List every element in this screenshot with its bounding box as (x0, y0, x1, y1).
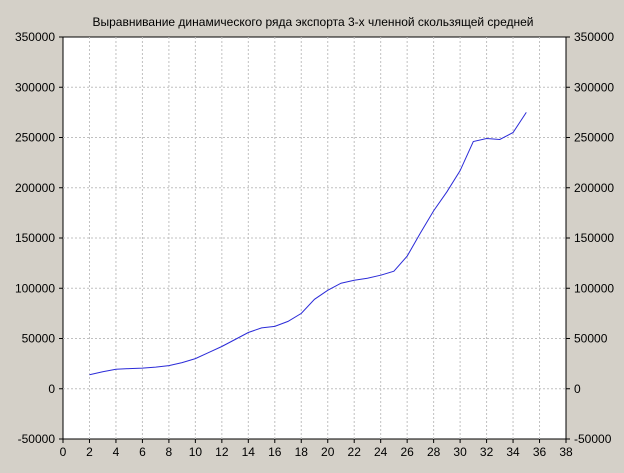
y-tick-label-left: 50000 (22, 332, 56, 346)
data-point (168, 365, 169, 366)
x-tick-label: 14 (242, 445, 256, 459)
data-point (460, 170, 461, 171)
data-point (380, 275, 381, 276)
data-point (248, 332, 249, 333)
data-point (367, 278, 368, 279)
x-tick-label: 26 (400, 445, 414, 459)
data-point (235, 339, 236, 340)
y-tick-label-right: 250000 (574, 131, 614, 145)
data-point (221, 346, 222, 347)
y-tick-label-right: 0 (574, 382, 581, 396)
y-tick-label-right: 350000 (574, 30, 614, 44)
y-tick-label-right: 50000 (574, 332, 608, 346)
data-point (473, 141, 474, 142)
data-point (433, 210, 434, 211)
x-tick-label: 30 (453, 445, 467, 459)
data-point (526, 112, 527, 113)
x-tick-label: 6 (139, 445, 146, 459)
data-point (115, 369, 116, 370)
x-tick-label: 36 (533, 445, 547, 459)
data-point (287, 321, 288, 322)
chart-title: Выравнивание динамического ряда экспорта… (93, 15, 534, 29)
y-tick-label-right: 100000 (574, 281, 614, 295)
x-tick-label: 20 (321, 445, 335, 459)
y-tick-label-left: 200000 (15, 181, 55, 195)
y-tick-label-left: 0 (48, 382, 55, 396)
data-point (420, 232, 421, 233)
y-tick-label-left: 300000 (15, 80, 55, 94)
data-point (499, 139, 500, 140)
x-tick-label: 38 (559, 445, 573, 459)
x-tick-label: 32 (480, 445, 494, 459)
data-point (208, 352, 209, 353)
data-point (327, 290, 328, 291)
series-line (89, 112, 527, 376)
data-point (446, 191, 447, 192)
y-tick-label-left: 350000 (15, 30, 55, 44)
y-tick-label-right: 300000 (574, 80, 614, 94)
y-tick-label-left: 150000 (15, 231, 55, 245)
data-point (129, 368, 130, 369)
y-tick-label-right: -50000 (574, 432, 612, 446)
x-tick-label: 34 (506, 445, 520, 459)
series-layer (89, 112, 527, 376)
x-tick-label: 8 (166, 445, 173, 459)
data-point (261, 327, 262, 328)
data-point (393, 271, 394, 272)
x-tick-label: 4 (113, 445, 120, 459)
data-point (407, 256, 408, 257)
x-tick-label: 12 (215, 445, 229, 459)
data-point (182, 362, 183, 363)
data-point (102, 371, 103, 372)
x-tick-label: 22 (348, 445, 362, 459)
x-tick-label: 24 (374, 445, 388, 459)
y-tick-label-left: -50000 (18, 432, 56, 446)
x-tick-label: 16 (268, 445, 282, 459)
data-point (155, 367, 156, 368)
y-tick-label-left: 250000 (15, 131, 55, 145)
plot-area (62, 36, 567, 440)
y-tick-label-right: 150000 (574, 231, 614, 245)
x-tick-label: 0 (60, 445, 67, 459)
data-point (89, 374, 90, 375)
data-point (314, 299, 315, 300)
x-tick-label: 2 (86, 445, 93, 459)
data-point (142, 368, 143, 369)
x-tick-label: 18 (295, 445, 309, 459)
data-point (274, 326, 275, 327)
data-point (195, 358, 196, 359)
grid (63, 37, 566, 439)
data-point (486, 138, 487, 139)
x-tick-label: 10 (189, 445, 203, 459)
data-point (301, 313, 302, 314)
data-point (354, 280, 355, 281)
y-tick-label-right: 200000 (574, 181, 614, 195)
axes: 0 2 4 6 8 10 12 14 16 18 20 22 24 26 28 30 32 34 36 3835000… (15, 30, 614, 459)
data-point (340, 283, 341, 284)
x-tick-label: 28 (427, 445, 441, 459)
y-tick-label-left: 100000 (15, 281, 55, 295)
data-point (513, 132, 514, 133)
